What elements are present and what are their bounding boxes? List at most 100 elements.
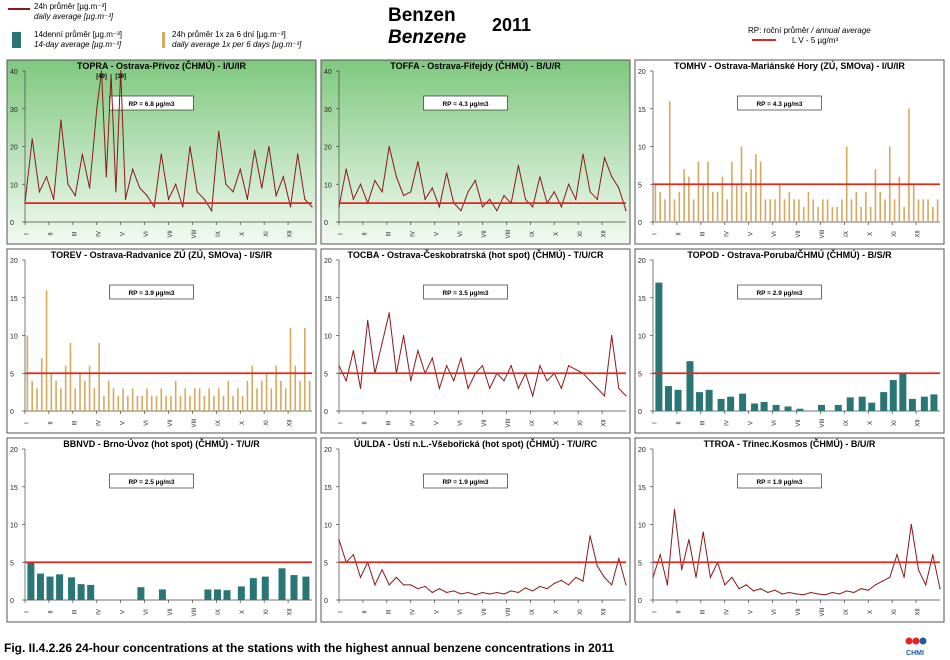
rp-box [737, 284, 822, 300]
y-tick-label: 5 [638, 560, 642, 567]
data-point [524, 198, 527, 200]
data-point [345, 168, 347, 170]
station-title: ÚULDA - Ústí n.L.-Všebořická (hot spot) … [354, 438, 598, 449]
month-label: VII [168, 419, 174, 427]
y-tick-label: 0 [638, 409, 642, 416]
data-point [517, 591, 519, 594]
bar-6day [692, 199, 695, 222]
y-tick-label: 5 [638, 371, 642, 378]
month-label: I [25, 422, 31, 424]
data-point [388, 584, 390, 586]
legend-14day-swatch [12, 32, 21, 48]
data-point [153, 206, 155, 208]
data-point [846, 590, 848, 592]
rp-box [737, 473, 822, 489]
y-tick-label: 20 [638, 258, 646, 265]
rp-box [423, 284, 508, 300]
bar-6day [822, 199, 824, 222]
bar-14day [237, 586, 245, 600]
data-point [453, 590, 455, 592]
data-point [575, 198, 577, 200]
month-label: V [434, 610, 440, 614]
legend-lv-swatch [752, 39, 776, 41]
y-tick-label: 20 [10, 258, 18, 265]
data-point [424, 198, 426, 200]
data-point [402, 584, 405, 586]
y-tick-label: 15 [10, 296, 18, 303]
bar-14day [818, 404, 826, 411]
data-point [618, 187, 620, 189]
month-label: VIII [192, 418, 198, 427]
bar-6day [798, 199, 800, 222]
month-label: II [363, 610, 369, 614]
bar-6day [755, 154, 757, 222]
month-label: IV [96, 231, 102, 237]
bar-6day [50, 373, 53, 411]
month-label: XI [578, 420, 584, 426]
month-label: III [700, 609, 706, 614]
bar-6day [299, 380, 301, 411]
rp-value: RP = 6.8 µg/m3 [128, 101, 174, 108]
y-tick-label: 15 [10, 485, 18, 492]
data-point [175, 183, 177, 185]
bar-6day [174, 380, 177, 411]
y-tick-label: 10 [324, 182, 332, 189]
legend-6day-swatch [162, 32, 165, 48]
month-label: IV [410, 609, 416, 615]
data-point [774, 589, 776, 591]
bar-6day [93, 388, 96, 411]
y-tick-label: 0 [638, 598, 642, 605]
y-tick-label: 0 [324, 220, 328, 227]
bar-6day [256, 388, 258, 411]
bar-6day [179, 395, 182, 411]
bar-6day [217, 388, 220, 411]
month-label: XI [892, 609, 898, 615]
month-label: IX [216, 609, 222, 615]
bar-14day [846, 397, 854, 411]
legend-daily-line-swatch [8, 8, 30, 10]
bar-14day [696, 392, 704, 411]
data-point [503, 380, 505, 382]
bar-6day [793, 199, 795, 222]
month-label: II [677, 421, 683, 425]
rp-value: RP = 3.5 µg/m3 [442, 290, 488, 297]
month-label: VI [458, 420, 464, 426]
rp-value: RP = 2.9 µg/m3 [756, 290, 802, 297]
y-tick-label: 20 [324, 447, 332, 454]
month-label: XII [288, 230, 294, 238]
data-point [304, 198, 306, 200]
bar-6day [69, 343, 72, 411]
station-panel: TOREV - Ostrava-Radvanice ZÚ (ZÚ, SMOva)… [6, 248, 317, 434]
data-point [460, 357, 462, 359]
station-title: TTROA - Třinec.Kosmos (ČHMÚ) - B/U/R [704, 438, 876, 449]
data-point [853, 591, 855, 594]
bar-6day [841, 199, 843, 222]
month-label: VI [772, 420, 778, 426]
station-title: TOCBA - Ostrava-Českobratrská (hot spot)… [347, 249, 604, 260]
data-point [517, 387, 519, 389]
y-tick-label: 40 [10, 69, 18, 76]
month-label: IX [216, 420, 222, 426]
data-point [438, 206, 441, 208]
data-point [596, 387, 598, 389]
month-label: VII [482, 608, 488, 616]
month-label: II [49, 421, 55, 425]
y-tick-label: 0 [10, 409, 14, 416]
bar-14day [302, 576, 310, 600]
bar-6day [826, 199, 829, 222]
logo-text: CHMI [906, 650, 924, 657]
bar-14day [717, 398, 725, 411]
bar-6day [683, 169, 685, 222]
month-label: II [677, 232, 683, 236]
data-point [917, 569, 920, 571]
data-point [889, 576, 891, 578]
data-point [932, 554, 934, 556]
data-point [489, 198, 491, 200]
y-tick-label: 5 [10, 560, 14, 567]
month-label: X [868, 232, 874, 236]
data-point [817, 593, 819, 595]
data-point [568, 584, 570, 586]
out-of-range-label: [39] [115, 74, 126, 80]
data-point [395, 576, 397, 578]
data-point [788, 591, 790, 594]
